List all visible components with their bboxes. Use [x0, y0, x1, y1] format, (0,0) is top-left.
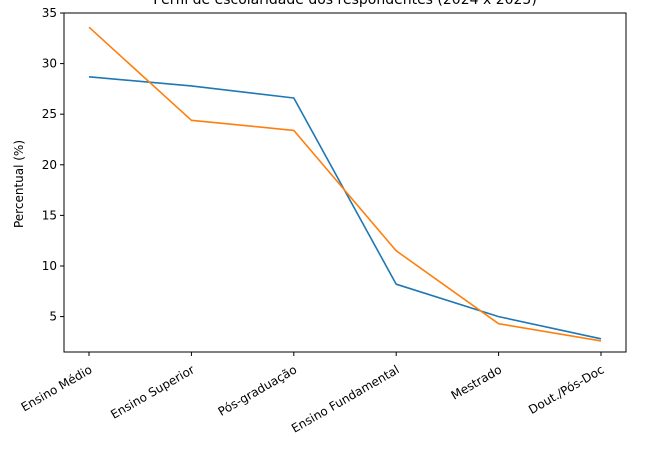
y-tick-label: 15 [42, 208, 57, 222]
y-tick-label: 20 [42, 158, 57, 172]
x-tick-label: Ensino Médio [19, 362, 95, 414]
x-tick-label: Dout./Pós-Doc [526, 362, 606, 416]
chart-title: Perfil de escolaridade dos respondentes … [153, 0, 537, 8]
y-tick-label: 30 [42, 57, 57, 71]
y-tick-label: 25 [42, 107, 57, 121]
y-tick-label: 35 [42, 6, 57, 20]
plot-area: 5 10 15 20 25 30 35 Ensino Médio Ensino Superior… [19, 6, 627, 436]
y-axis-title: Percentual (%) [12, 140, 26, 228]
y-tick-label: 10 [42, 259, 57, 273]
x-tick-label: Ensino Fundamental [289, 362, 402, 435]
series-line-1 [88, 76, 602, 340]
x-tick-label: Ensino Superior [108, 362, 197, 421]
series-line-2 [88, 26, 602, 342]
x-tick-label: Pós-graduação [216, 362, 300, 418]
x-tick-label: Mestrado [449, 362, 504, 402]
y-tick-label: 5 [49, 310, 57, 324]
plot-frame [63, 12, 627, 353]
